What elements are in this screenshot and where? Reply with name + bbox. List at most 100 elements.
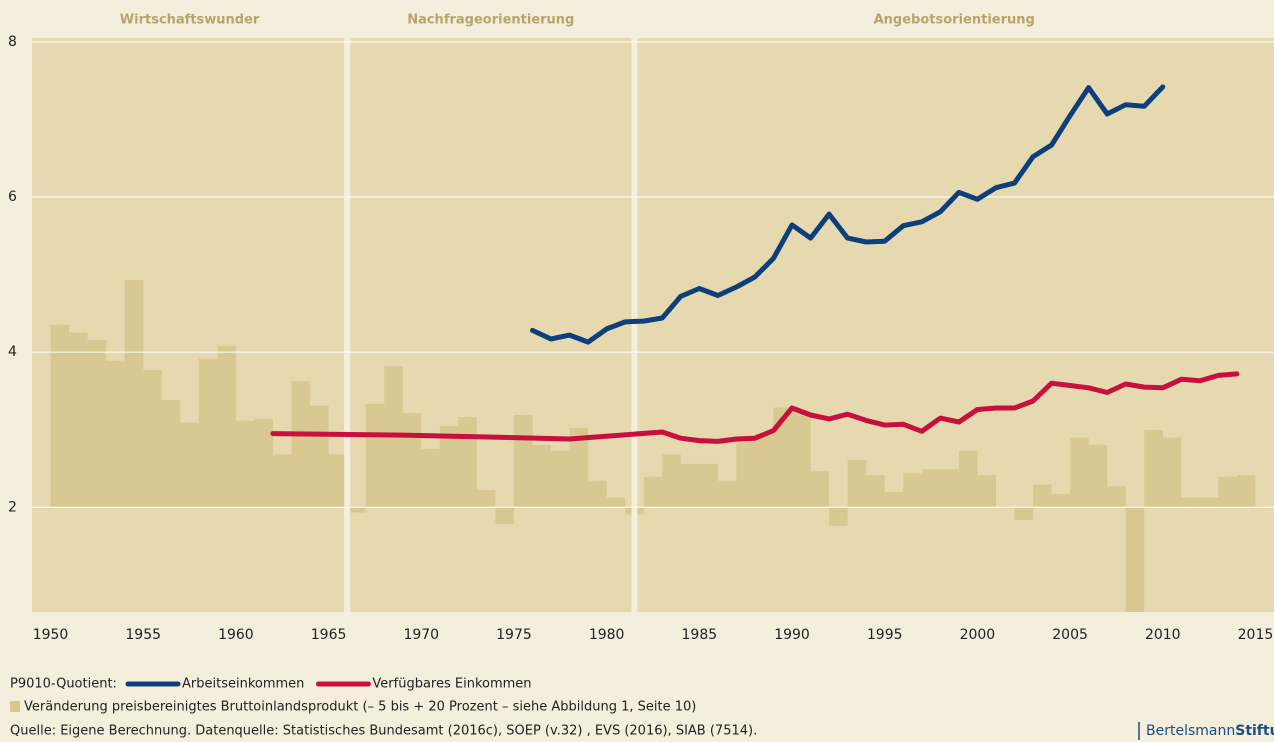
y-tick-label: 8 (8, 34, 17, 50)
line (270, 371, 1240, 444)
bar (69, 332, 88, 507)
bar (662, 454, 681, 507)
period-separator (631, 38, 638, 612)
bar (272, 454, 292, 507)
bar (1088, 445, 1108, 507)
bar (810, 471, 830, 507)
x-tick-label: 1975 (496, 627, 532, 643)
bar (903, 473, 922, 507)
bar (569, 428, 589, 507)
x-tick-label: 1970 (403, 627, 439, 643)
bar (458, 416, 477, 507)
y-tick-label: 2 (8, 499, 17, 515)
bar (717, 480, 737, 507)
period-label: Nachfrageorientierung (407, 13, 574, 28)
y-tick-label: 6 (8, 189, 17, 205)
bar (1051, 493, 1071, 507)
period-label: Angebotsorientierung (874, 13, 1035, 28)
bar (180, 422, 199, 507)
bar (495, 506, 514, 524)
line (530, 84, 1166, 345)
bar (958, 450, 978, 507)
x-tick-label: 1950 (33, 627, 69, 643)
period-panel (32, 38, 345, 612)
bar (773, 407, 793, 507)
bar (217, 345, 236, 507)
bar (1181, 497, 1200, 507)
bar (643, 476, 663, 507)
bar (680, 463, 700, 507)
legend-swatch (10, 701, 20, 712)
bar (1236, 475, 1256, 507)
bar (161, 400, 181, 507)
bar (476, 490, 496, 507)
bar (310, 405, 329, 507)
period-separator (344, 38, 351, 612)
bar (588, 480, 607, 507)
bar (736, 437, 755, 507)
period-label: Wirtschaftswunder (120, 13, 260, 28)
bar (365, 403, 385, 507)
x-tick-label: 2000 (960, 627, 996, 643)
source: Quelle: Eigene Berechnung. Datenquelle: … (10, 724, 757, 739)
bar (1162, 437, 1182, 507)
brand: BertelsmannStiftung (1146, 723, 1274, 739)
bar (198, 358, 218, 507)
bar (940, 469, 959, 507)
x-tick-label: 2010 (1145, 627, 1181, 643)
bar (254, 418, 273, 507)
bar (87, 340, 107, 507)
bar (699, 463, 718, 507)
x-tick-label: 1995 (867, 627, 903, 643)
bar (439, 426, 459, 507)
x-tick-label: 1990 (774, 627, 810, 643)
bar (513, 415, 533, 507)
bar (551, 450, 570, 507)
bar (235, 420, 255, 507)
bar (402, 413, 422, 507)
bar (347, 506, 366, 513)
legend-prefix: P9010-Quotient: (10, 677, 117, 692)
bar (291, 381, 311, 507)
bar (847, 460, 867, 507)
x-tick-label: 1955 (125, 627, 161, 643)
bar (829, 506, 848, 526)
bar (792, 411, 811, 507)
bar (421, 448, 440, 507)
x-tick-label: 2015 (1238, 627, 1274, 643)
bar (532, 445, 552, 507)
bar (977, 475, 996, 507)
period-panel (637, 38, 1274, 612)
bar (1144, 430, 1163, 507)
bar (1199, 497, 1219, 507)
bar (1033, 484, 1052, 507)
bar (884, 491, 904, 507)
legend-label: Arbeitseinkommen (182, 677, 304, 692)
x-tick-label: 1960 (218, 627, 254, 643)
bar (1125, 506, 1145, 612)
bar (1014, 506, 1034, 521)
bar (1107, 486, 1126, 507)
y-tick-label: 4 (8, 344, 17, 360)
bar (143, 370, 162, 507)
bar (921, 469, 941, 507)
x-tick-label: 2005 (1052, 627, 1088, 643)
period-panel (350, 38, 632, 612)
bar (1218, 476, 1237, 507)
x-tick-label: 1985 (682, 627, 718, 643)
bar (106, 360, 125, 507)
bar (124, 279, 144, 507)
x-tick-label: 1980 (589, 627, 625, 643)
bar (328, 454, 348, 507)
bar (754, 433, 774, 507)
bar (1070, 437, 1089, 507)
brand-bold: Stiftung (1235, 723, 1274, 739)
x-tick-label: 1965 (311, 627, 347, 643)
legend-label: Veränderung preisbereinigtes Bruttoinlan… (24, 700, 696, 715)
legend-label: Verfügbares Einkommen (372, 677, 531, 692)
bar (606, 497, 626, 507)
bar (866, 475, 885, 507)
bar (50, 325, 70, 507)
brand-name: Bertelsmann (1146, 723, 1235, 739)
